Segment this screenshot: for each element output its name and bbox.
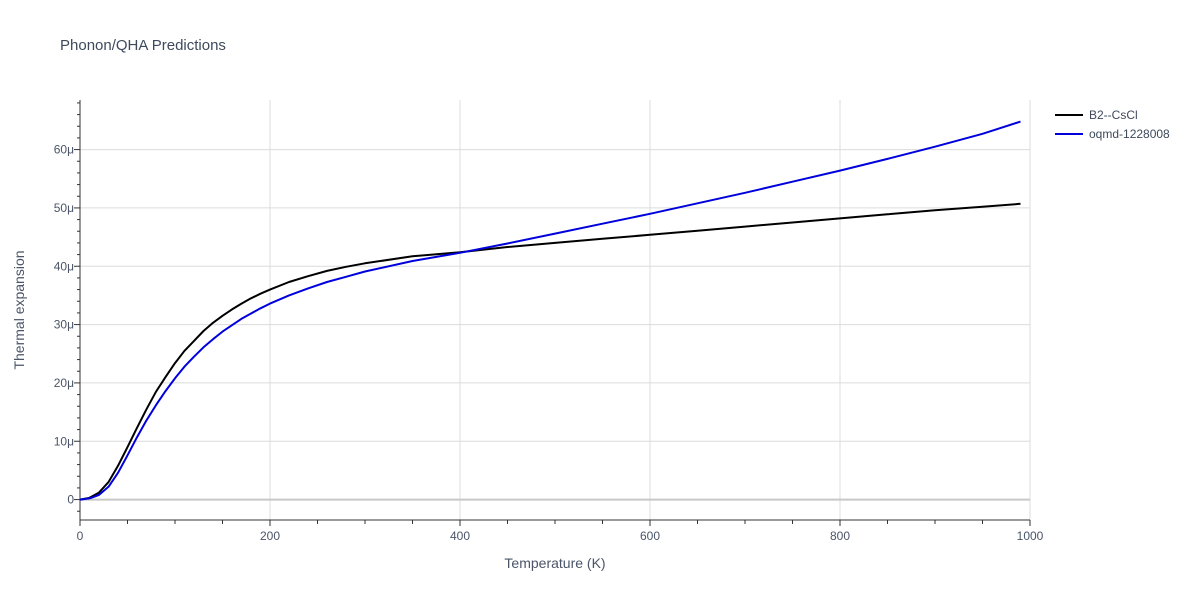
- y-tick-label: 60μ: [54, 143, 74, 157]
- x-tick-label: 800: [830, 529, 850, 543]
- y-tick-label: 30μ: [54, 318, 74, 332]
- y-tick-label: 50μ: [54, 201, 74, 215]
- legend-label: oqmd-1228008: [1089, 127, 1170, 141]
- plot-area: [79, 120, 1021, 501]
- series-line-1[interactable]: [79, 202, 1021, 501]
- x-tick-label: 600: [640, 529, 660, 543]
- legend-label: B2--CsCl: [1089, 108, 1138, 122]
- legend-item[interactable]: oqmd-1228008: [1055, 127, 1170, 141]
- series-line-2[interactable]: [79, 120, 1021, 501]
- x-tick-label: 0: [77, 529, 84, 543]
- y-tick-label: 20μ: [54, 376, 74, 390]
- y-tick-label: 40μ: [54, 259, 74, 273]
- legend[interactable]: B2--CsCl oqmd-1228008: [1055, 108, 1170, 141]
- y-tick-label: 0: [67, 493, 74, 507]
- x-tick-label: 200: [260, 529, 280, 543]
- axes: Temperature (K) Thermal expansion 0 200 40…: [11, 100, 1044, 571]
- x-tick-label: 400: [450, 529, 470, 543]
- x-tick-label: 1000: [1017, 529, 1044, 543]
- chart-title: Phonon/QHA Predictions: [60, 37, 226, 54]
- x-axis-title: Temperature (K): [504, 555, 605, 571]
- y-tick-label: 10μ: [54, 434, 74, 448]
- y-axis-title: Thermal expansion: [11, 250, 27, 369]
- grid: [80, 100, 1031, 520]
- legend-item[interactable]: B2--CsCl: [1055, 108, 1138, 122]
